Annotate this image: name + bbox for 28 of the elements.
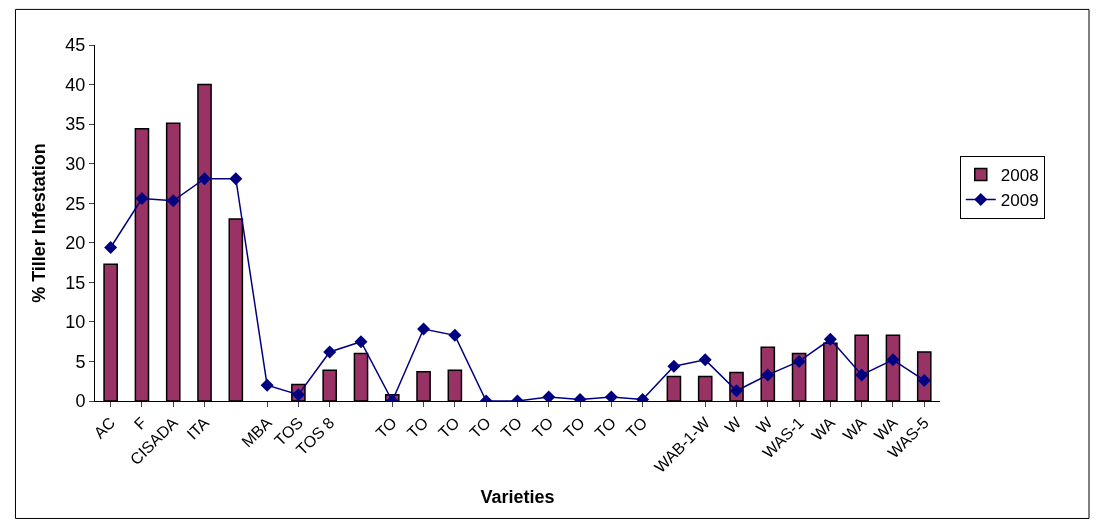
legend-label: 2008: [1000, 166, 1039, 186]
y-axis-title: % Tiller Infestation: [28, 143, 49, 303]
y-tick-label: 5: [75, 351, 86, 372]
y-tick-label: 0: [75, 391, 86, 412]
x-tick-label: TO: [560, 413, 588, 442]
y-tick-label: 40: [65, 74, 86, 95]
x-tick-label: WA: [839, 413, 870, 444]
y-tick-label: 35: [65, 114, 86, 135]
x-tick-label: TO: [466, 413, 494, 442]
x-tick-label: TO: [372, 413, 401, 442]
y-tick-label: 20: [65, 233, 86, 254]
legend-label: 2009: [1000, 191, 1039, 211]
y-tick-label: 30: [65, 153, 86, 174]
x-tick-label: ITA: [183, 413, 213, 443]
x-tick-label: TO: [435, 413, 463, 442]
y-tick-label: 25: [65, 193, 86, 214]
y-tick-label: 15: [65, 272, 86, 293]
x-tick-label: WA: [808, 413, 839, 444]
x-tick-label: AC: [90, 413, 119, 442]
x-tick-label: TO: [497, 413, 526, 442]
y-tick-label: 45: [65, 35, 86, 56]
x-tick-label: W: [721, 413, 745, 437]
x-tick-label: TO: [622, 413, 651, 442]
y-tick-label: 10: [65, 312, 86, 333]
x-tick-label: TO: [403, 413, 432, 442]
x-tick-label: TO: [528, 413, 557, 442]
x-tick-label: TO: [591, 413, 620, 442]
x-axis-title: Varieties: [480, 486, 555, 507]
